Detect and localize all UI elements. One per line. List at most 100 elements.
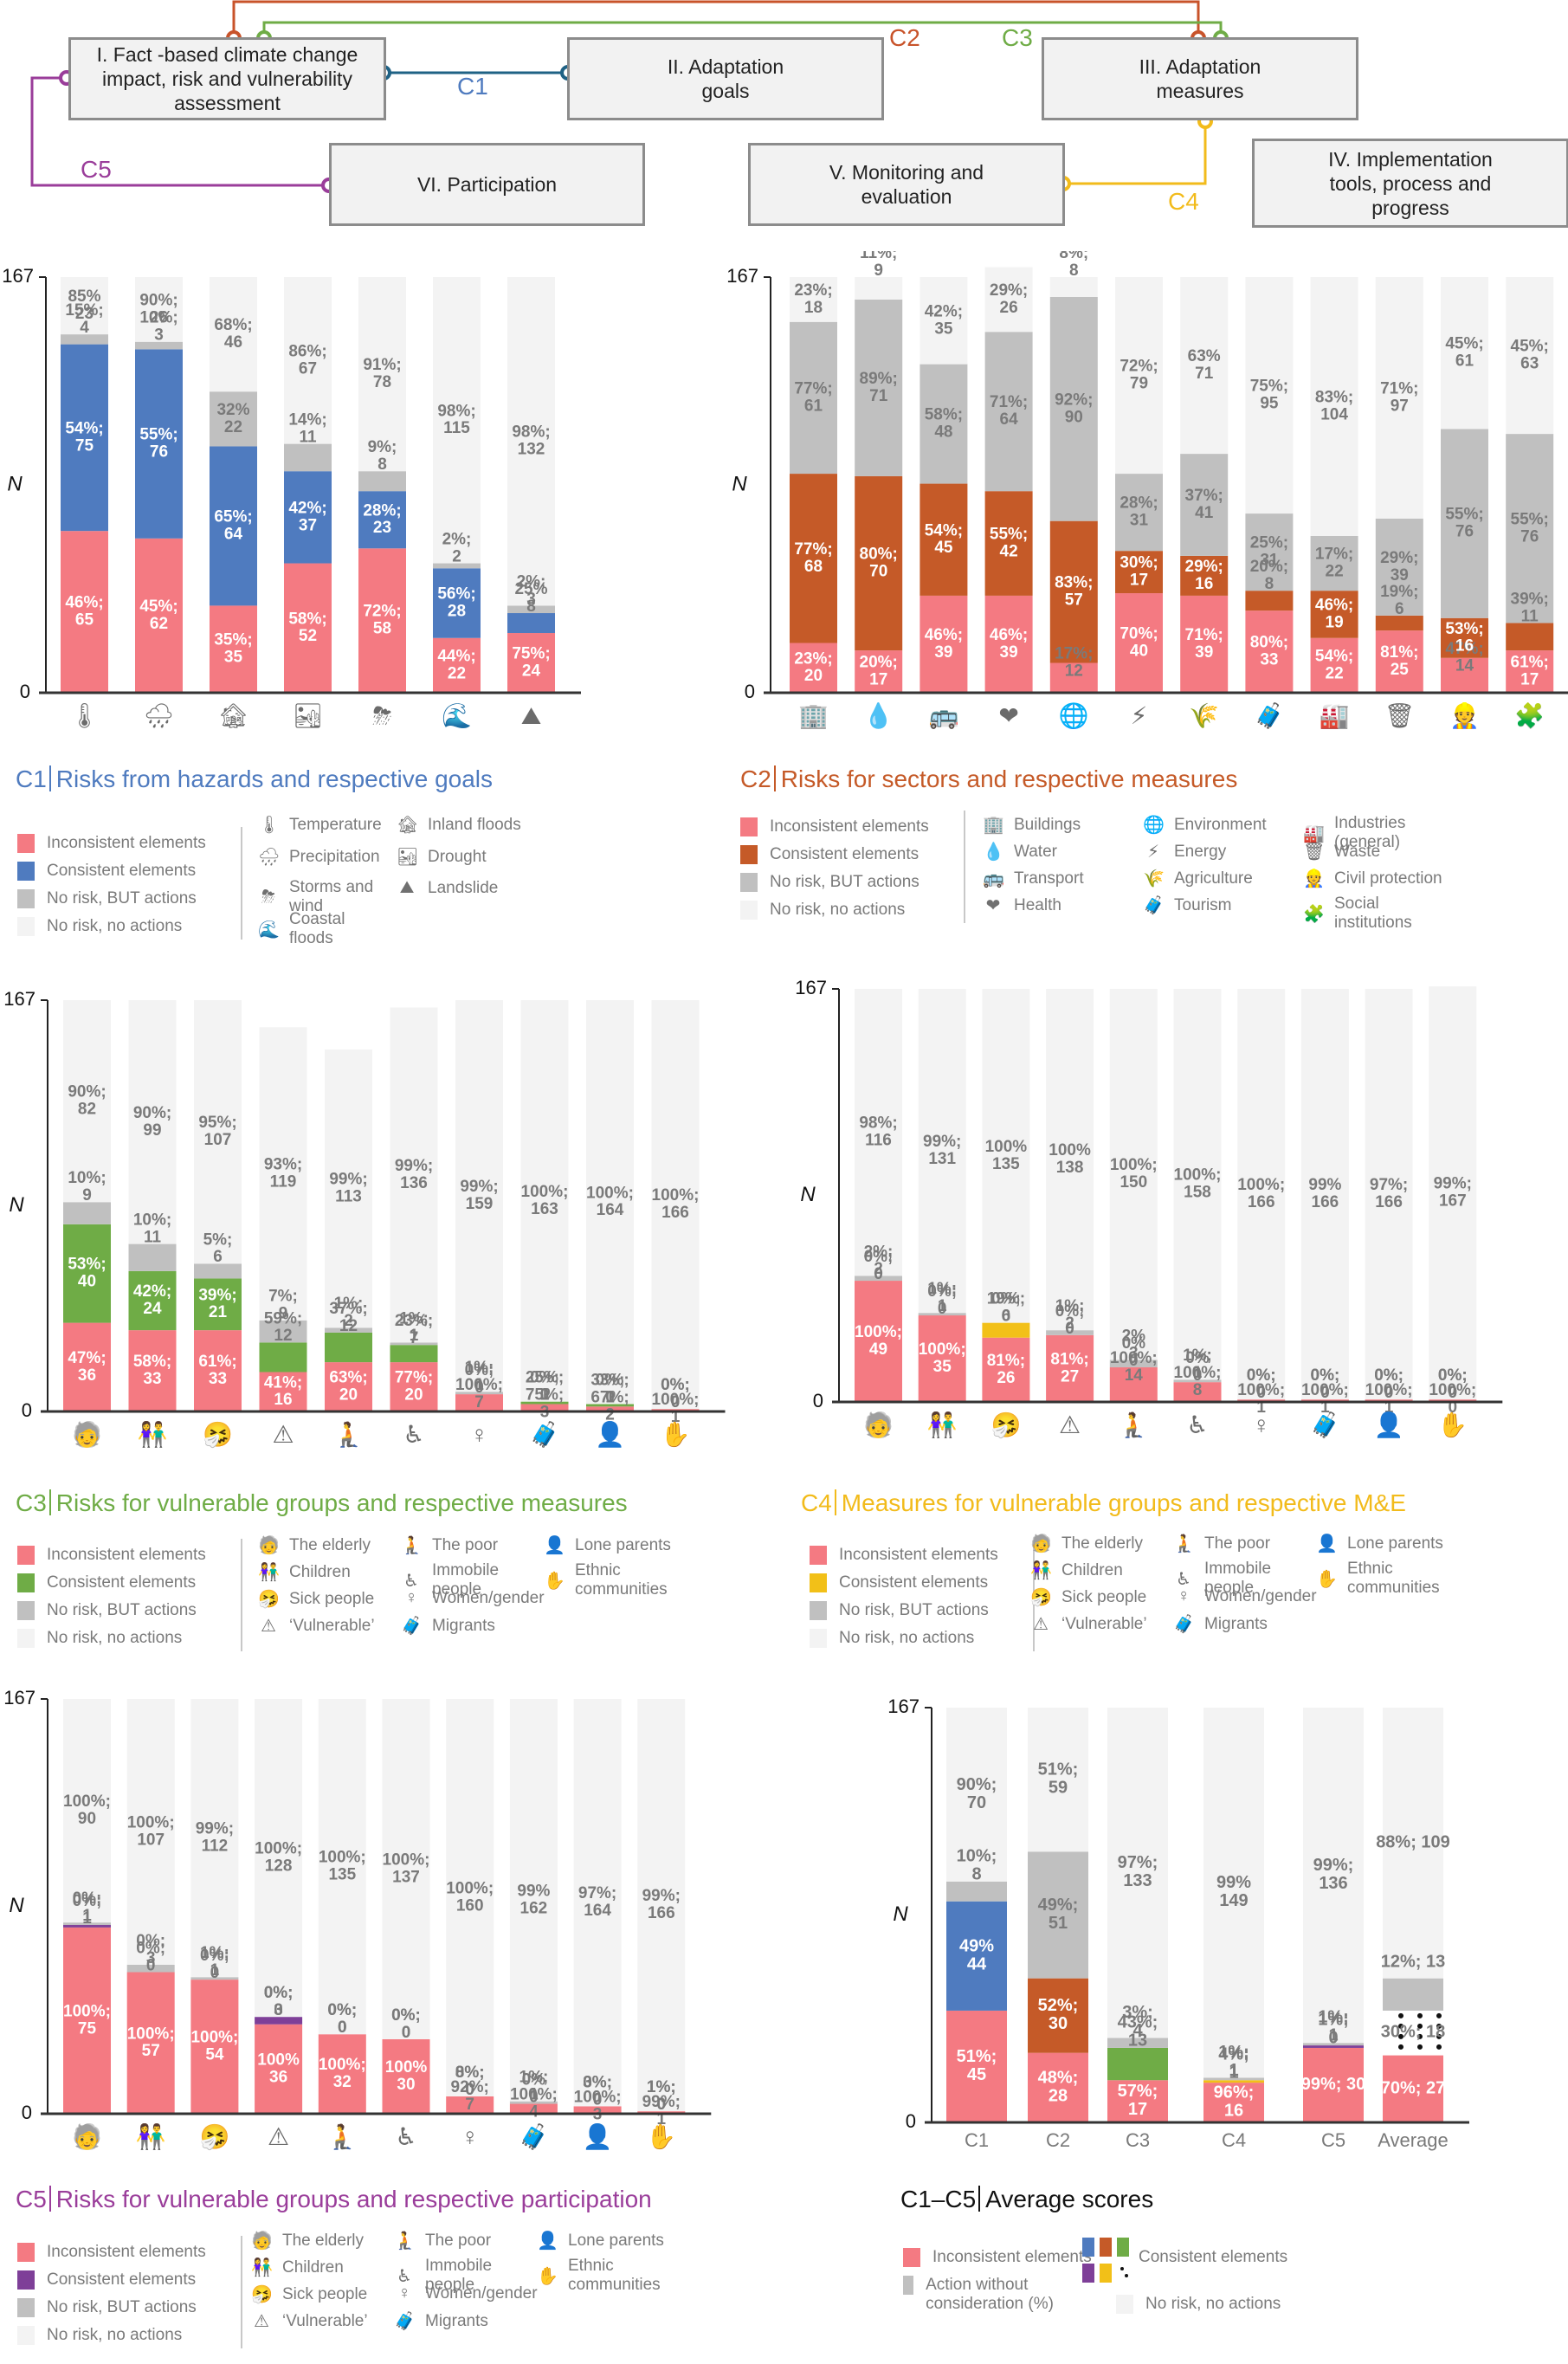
data-label: 85% 23 (68, 287, 100, 323)
data-label: 81%; 25 (1380, 643, 1418, 679)
legend-label: Women/gender (432, 1588, 545, 1607)
data-label: 0%; 0 (661, 1376, 690, 1411)
y-axis-label: N (7, 472, 23, 495)
bar-segment-no-risk-no-actions (194, 1000, 242, 1264)
y-tick-label-0: 0 (22, 2102, 32, 2123)
bar-stack-environment: 17%; 12 83%; 57 92%; 90 8%; 8 (1049, 251, 1098, 693)
data-label: 100% 135 (985, 1138, 1028, 1173)
sick-people-icon: 🤧 (1030, 1588, 1052, 1607)
data-label: 54%; 75 (65, 419, 103, 455)
bar-segment-inconsistent-elements (509, 2103, 558, 2114)
bar-segment-consistent-elements (1203, 2080, 1264, 2083)
data-label: 75%; 95 (1250, 378, 1288, 413)
bar-stack--vulnerable-: 81%; 27 0%; 01%; 2 100% 138 (1046, 989, 1094, 1402)
bar-stack-c5: 99%; 30 1%; 01%; 1 99%; 136 (1301, 1708, 1365, 2122)
bar-segment-inconsistent-elements (390, 1362, 438, 1411)
ethnic-hands-icon: ✋ (1316, 1569, 1338, 1589)
y-tick-label-167: 167 (887, 1695, 920, 1717)
data-label: 15%; 4 (65, 301, 103, 337)
water-drop-icon: 💧 (983, 843, 1004, 862)
pattern-dot (1398, 2023, 1403, 2029)
y-axis-label: N (9, 1193, 24, 1217)
box-adaptation-measures: III. Adaptation measures (1042, 37, 1358, 120)
legend-label: The poor (425, 2231, 492, 2250)
data-label: 100%; 35 (919, 1340, 966, 1376)
data-label: 35%; 35 (214, 631, 252, 667)
bar-segment-consistent-elements (790, 474, 837, 643)
female-icon: ♀ (1252, 1411, 1270, 1438)
sick-people-icon: 🤧 (251, 2285, 273, 2304)
data-label: 100%; 166 (652, 1186, 700, 1222)
bar-segment-no-risk-no-actions (1506, 277, 1554, 435)
data-label: 1%; 1 (1218, 2043, 1249, 2080)
connector-c3 (262, 21, 1223, 38)
legend-label: Inconsistent elements (839, 1546, 998, 1564)
data-label: 0%; 0 (1247, 1366, 1276, 1402)
data-label: 53%; 16 (1445, 620, 1483, 656)
data-label: 93%; 119 (264, 1156, 302, 1192)
y-tick-label-167: 167 (3, 1687, 35, 1708)
bar-stack-sick-people: 61%; 33 39%; 21 5%; 6 95%; 107 (194, 1000, 242, 1411)
legend-label: Sick people (282, 2284, 368, 2303)
legend-item-wheelchair: ♿ Immobile people (401, 1561, 544, 1599)
bar-segment-consistent-elements (325, 1332, 372, 1363)
legend-item-waste-bin: 🗑 Waste (1303, 841, 1463, 862)
data-label: 100%; 166 (1237, 1176, 1285, 1211)
legend-item-children: 👫 Children (1030, 1560, 1173, 1581)
children-icon: 👫 (136, 2122, 166, 2151)
bar-stack-storms-and-wind: 72%; 58 28%; 23 9%; 8 91%; 78 (358, 277, 406, 693)
data-label: 25%; 1 (526, 1369, 564, 1405)
data-label: 45%; 61 (1445, 335, 1483, 371)
legend-label: Agriculture (1174, 869, 1253, 888)
bar-segment-no-risk-but-actions (790, 321, 837, 475)
tourism-luggage-icon: 🧳 (1254, 701, 1284, 730)
ethnic-hands-icon: ✋ (646, 2122, 676, 2150)
legend-item-migrant: 🧳 Migrants (401, 1615, 544, 1637)
bar-segment-inconsistent-elements (1173, 1382, 1222, 1402)
bar-segment-no-risk-no-actions (920, 277, 968, 365)
data-label: 17%; 22 (1315, 546, 1353, 581)
bar-segment-inconsistent-elements (1245, 610, 1294, 693)
data-label: 55%; 76 (1445, 506, 1483, 541)
legend-item-poor: 🧎 The poor (401, 1534, 544, 1556)
x-tick-label: C4 (1222, 2129, 1246, 2151)
connector-label-c1: C1 (457, 73, 488, 100)
legend-item-warning: ⚠ ‘Vulnerable’ (251, 2310, 394, 2332)
data-label: 90%; 26 (139, 291, 177, 326)
box-impact-risk-assessment: I. Fact -based climate change impact, ri… (68, 37, 386, 120)
legend-dot-pattern-icon (1120, 2267, 1124, 2270)
legend-item-energy: ⚡ Energy (1143, 841, 1303, 862)
legend-item-health-heart: ❤ Health (983, 895, 1143, 916)
female-icon: ♀ (470, 1421, 488, 1448)
bar-segment-inconsistent-elements (1375, 630, 1423, 693)
connector-label-c4: C4 (1168, 188, 1199, 215)
legend-label: Children (282, 2257, 344, 2277)
data-label: 47%; 14 (1445, 640, 1483, 675)
waste-bin-icon: 🗑 (1303, 843, 1326, 862)
legend-item-consistent: Consistent elements (17, 1573, 196, 1592)
wheelchair-icon: ♿ (1176, 1569, 1191, 1589)
box-iv-label: IV. Implementation tools, process and pr… (1328, 147, 1493, 219)
data-label: 0%; 0 (583, 2073, 612, 2109)
data-label: 37%; 41 (1185, 487, 1223, 522)
bar-segment-inconsistent-elements (1046, 1334, 1094, 1402)
data-label: 0%; 0 (1311, 1366, 1340, 1402)
social-institutions-icon: 🧩 (1303, 904, 1325, 924)
legend-label: Immobile people (1204, 1560, 1272, 1597)
bar-segment-inconsistent-elements (855, 650, 903, 693)
legend-label: Precipitation (289, 847, 380, 866)
data-label: 100%; 1 (1365, 1381, 1413, 1417)
bar-segment-no-risk-no-actions (1375, 277, 1423, 519)
industry-factory-icon: 🏭 (1303, 824, 1325, 843)
data-label: 88%; 109 (1376, 1833, 1450, 1852)
legend-label: No risk, no actions (47, 2326, 183, 2344)
bar-segment-no-risk-no-actions (325, 1049, 372, 1328)
bar-segment-no-risk-but-actions (1245, 513, 1294, 591)
legend-swatch-consistent (810, 1573, 827, 1592)
bar-stack-buildings: 23%; 20 77%; 68 77%; 61 23%; 18 (790, 277, 837, 693)
box-iii-label: III. Adaptation measures (1139, 55, 1261, 102)
data-label: 57%; 17 (1118, 2082, 1158, 2119)
bar-segment-inconsistent-elements (1383, 2055, 1443, 2122)
bar-segment-inconsistent-elements (1506, 650, 1554, 693)
legend-label: Immobile people (425, 2257, 493, 2294)
